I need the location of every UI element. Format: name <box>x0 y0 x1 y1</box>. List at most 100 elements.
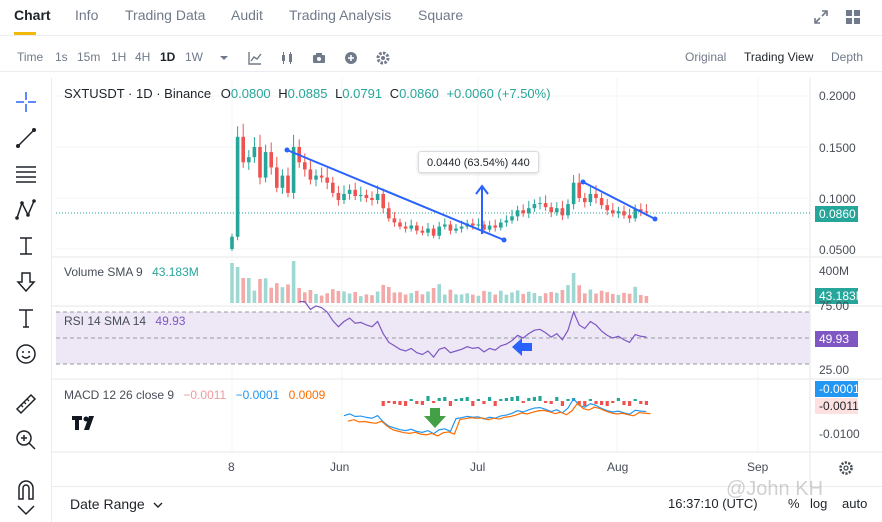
macd-legend: MACD 12 26 close 9 −0.0011 −0.0001 0.000… <box>64 388 325 402</box>
volume-bar <box>521 293 525 303</box>
log-toggle[interactable]: log <box>810 496 828 511</box>
settings-gear-icon[interactable] <box>838 460 854 476</box>
volume-bar <box>448 289 453 303</box>
candle-body <box>364 194 369 198</box>
volume-bar <box>639 294 643 303</box>
macd-histogram-bar <box>616 398 620 401</box>
view-original[interactable]: Original <box>685 50 727 64</box>
macd-histogram-bar <box>600 401 604 405</box>
interval-1w[interactable]: 1W <box>185 50 203 64</box>
macd-histogram-bar <box>583 401 587 406</box>
candle-body <box>370 198 374 201</box>
text-tool[interactable] <box>10 304 42 332</box>
bottom-bar: Date Range 16:37:10 (UTC) % log auto <box>52 486 882 522</box>
candle-body <box>392 218 397 223</box>
candle-body <box>308 169 313 180</box>
trendline-handle[interactable] <box>284 147 290 153</box>
expand-icon[interactable] <box>813 9 829 25</box>
chevron-down-icon <box>153 502 163 508</box>
trendline-handle[interactable] <box>501 237 507 243</box>
percent-toggle[interactable]: % <box>788 496 800 511</box>
measure-arrow[interactable] <box>475 184 489 234</box>
candle-body <box>538 203 542 205</box>
view-depth[interactable]: Depth <box>831 50 864 64</box>
candle-body <box>527 208 531 214</box>
volume-bar <box>605 292 609 303</box>
candle-body <box>275 167 279 188</box>
arrow-tool[interactable] <box>10 268 42 296</box>
emoji-tool[interactable] <box>10 340 42 368</box>
symbol-label[interactable]: SXTUSDT · 1D · Binance <box>64 86 212 101</box>
volume-bar <box>415 290 419 303</box>
date-range-button[interactable]: Date Range <box>70 496 163 512</box>
tab-chart[interactable]: Chart <box>14 7 51 23</box>
change-value: +0.0060 (+7.50%) <box>446 86 551 101</box>
camera-icon[interactable] <box>312 51 326 65</box>
horizontal-lines-tool[interactable] <box>10 160 42 188</box>
candle-body <box>269 152 273 168</box>
volume-bar <box>599 290 604 303</box>
volume-bar <box>555 292 559 303</box>
candle-body <box>549 207 553 213</box>
utc-clock[interactable]: 16:37:10 (UTC) <box>668 496 758 511</box>
watermark: @John KH <box>726 478 824 500</box>
volume-legend-label: Volume SMA 9 <box>64 265 143 279</box>
macd-histogram-bar <box>493 401 497 406</box>
main-legend: SXTUSDT · 1D · Binance O0.0800 H0.0885 L… <box>64 86 551 101</box>
tab-square[interactable]: Square <box>418 7 464 23</box>
layout-grid-icon[interactable] <box>845 9 861 25</box>
interval-1d[interactable]: 1D <box>160 50 176 64</box>
candlesticks <box>230 123 649 252</box>
candle-body <box>571 182 576 205</box>
measure-tool[interactable] <box>10 232 42 260</box>
candle-body <box>420 230 425 233</box>
volume-bar <box>297 288 301 303</box>
ruler-tool[interactable] <box>10 390 42 418</box>
macd-histogram-bar <box>426 396 430 401</box>
volume-bar <box>583 293 587 303</box>
volume-bar <box>241 278 245 303</box>
interval-4h[interactable]: 4H <box>135 50 151 64</box>
macd-histogram-bar <box>398 401 402 405</box>
macd-histogram <box>381 396 648 406</box>
trendline-2[interactable] <box>582 181 656 220</box>
candle-body <box>577 182 581 198</box>
volume-bar <box>443 294 447 303</box>
interval-1s[interactable]: 1s <box>55 50 68 64</box>
chevron-down-icon[interactable] <box>217 51 231 65</box>
auto-toggle[interactable]: auto <box>842 496 868 511</box>
interval-15m[interactable]: 15m <box>77 50 101 64</box>
macd-histogram-bar <box>628 401 632 406</box>
candle-body <box>594 193 598 198</box>
candle-body <box>555 208 559 213</box>
tab-trading-data[interactable]: Trading Data <box>125 7 206 23</box>
view-trading-view[interactable]: Trading View <box>744 50 814 64</box>
chart-canvas[interactable] <box>0 0 882 486</box>
macd-histogram-bar <box>510 397 514 401</box>
trendline-1[interactable] <box>286 149 505 241</box>
settings-gear-icon[interactable] <box>376 51 390 65</box>
candle-type-icon[interactable] <box>280 51 294 65</box>
trendline-handle[interactable] <box>580 179 586 185</box>
pattern-tool[interactable] <box>10 196 42 224</box>
macd-histogram-bar <box>415 401 419 404</box>
trendline-handle[interactable] <box>652 216 658 222</box>
top-tab-bar: Chart Info Trading Data Audit Trading An… <box>0 0 882 36</box>
tab-trading-analysis[interactable]: Trading Analysis <box>289 7 392 23</box>
smiley-icon <box>16 344 36 364</box>
tab-info[interactable]: Info <box>75 7 99 23</box>
volume-tag: 43.183M <box>815 288 866 304</box>
magnet-tool[interactable] <box>10 476 42 504</box>
zoom-tool[interactable] <box>10 426 42 454</box>
crosshair-tool[interactable] <box>10 88 42 116</box>
tab-audit[interactable]: Audit <box>231 7 263 23</box>
volume-bar <box>230 263 234 303</box>
indicators-icon[interactable] <box>248 51 262 65</box>
collapse-tools-button[interactable] <box>10 498 42 522</box>
interval-1h[interactable]: 1H <box>111 50 127 64</box>
add-circle-icon[interactable] <box>344 51 358 65</box>
candle-body <box>543 203 548 208</box>
trendline-tool[interactable] <box>10 124 42 152</box>
rsi-legend: RSI 14 SMA 14 49.93 <box>64 314 185 328</box>
measure-icon <box>20 237 32 255</box>
